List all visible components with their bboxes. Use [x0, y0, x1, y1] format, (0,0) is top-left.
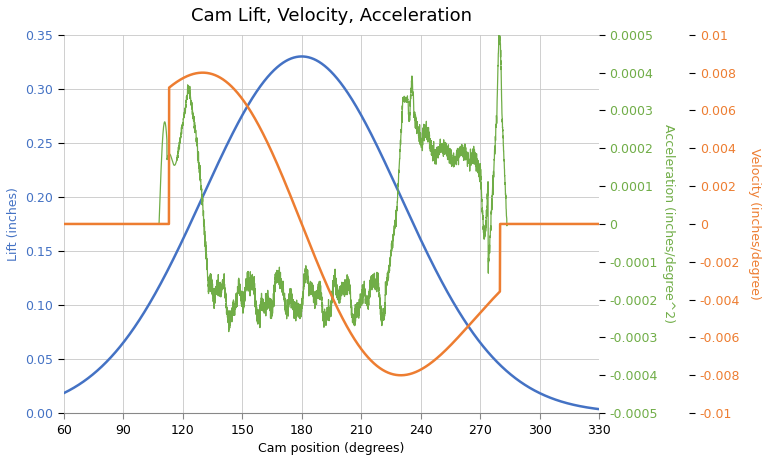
Y-axis label: Lift (inches): Lift (inches)	[7, 187, 20, 261]
Y-axis label: Acceleration (inches/degree^2): Acceleration (inches/degree^2)	[661, 124, 674, 323]
Title: Cam Lift, Velocity, Acceleration: Cam Lift, Velocity, Acceleration	[191, 7, 472, 25]
X-axis label: Cam position (degrees): Cam position (degrees)	[258, 442, 405, 455]
Y-axis label: Velocity (inches/degree): Velocity (inches/degree)	[748, 148, 761, 300]
